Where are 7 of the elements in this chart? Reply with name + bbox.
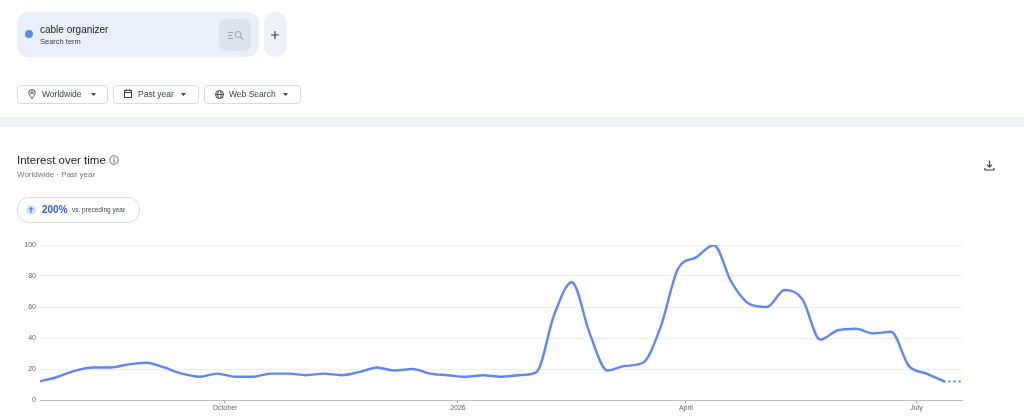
text: 200% [42, 204, 68, 216]
legend-label: cable organizer [40, 24, 109, 36]
text: Worldwide [42, 89, 82, 99]
text: Past year [138, 89, 174, 99]
text: Web Search [229, 89, 276, 99]
chart-title: Interest over time [17, 153, 106, 167]
chart-subtitle: Worldwide · Past year [17, 170, 96, 180]
